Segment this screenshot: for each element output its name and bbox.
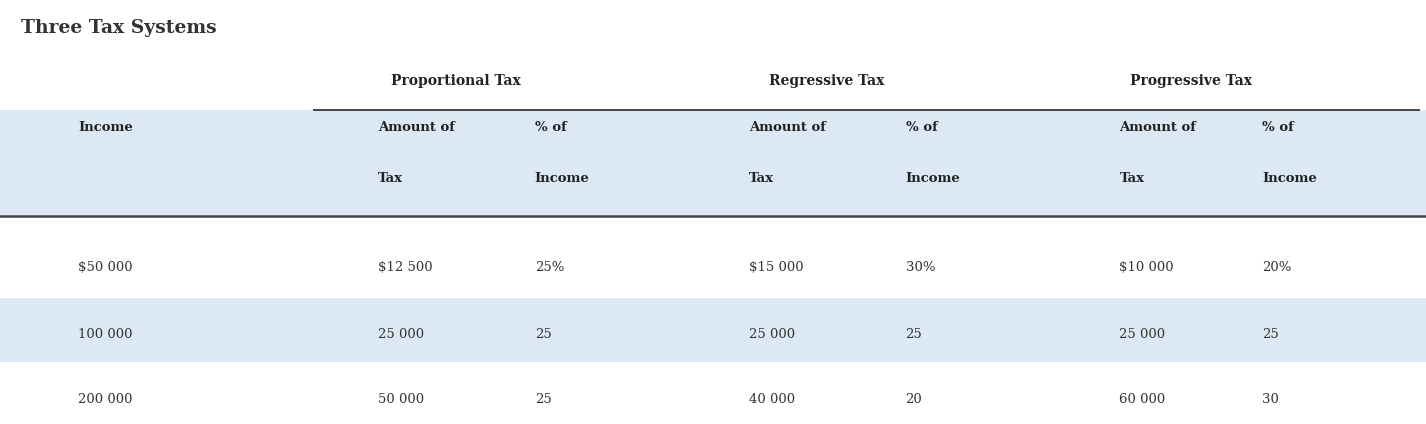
Text: Amount of: Amount of xyxy=(749,121,826,134)
Text: 25 000: 25 000 xyxy=(378,329,424,341)
Text: 100 000: 100 000 xyxy=(78,329,133,341)
Text: Amount of: Amount of xyxy=(378,121,455,134)
Text: 25 000: 25 000 xyxy=(749,329,794,341)
Text: Tax: Tax xyxy=(378,172,404,184)
Text: 25: 25 xyxy=(535,393,552,406)
Text: 200 000: 200 000 xyxy=(78,393,133,406)
Text: 20%: 20% xyxy=(1262,261,1292,273)
Bar xyxy=(0,298,1426,365)
Text: % of: % of xyxy=(906,121,937,134)
Text: 50 000: 50 000 xyxy=(378,393,424,406)
Text: $50 000: $50 000 xyxy=(78,261,133,273)
Text: 60 000: 60 000 xyxy=(1119,393,1165,406)
Text: 20: 20 xyxy=(906,393,923,406)
Text: 25: 25 xyxy=(535,329,552,341)
Bar xyxy=(0,362,1426,424)
Text: Income: Income xyxy=(1262,172,1316,184)
Bar xyxy=(0,110,1426,216)
Text: Income: Income xyxy=(78,121,133,134)
Text: $10 000: $10 000 xyxy=(1119,261,1174,273)
Text: 30: 30 xyxy=(1262,393,1279,406)
Text: $15 000: $15 000 xyxy=(749,261,803,273)
Bar xyxy=(0,230,1426,298)
Text: $12 500: $12 500 xyxy=(378,261,432,273)
Text: Income: Income xyxy=(535,172,589,184)
Text: 25%: 25% xyxy=(535,261,565,273)
Text: Tax: Tax xyxy=(1119,172,1145,184)
Text: Income: Income xyxy=(906,172,960,184)
Text: Regressive Tax: Regressive Tax xyxy=(770,73,884,88)
Text: Tax: Tax xyxy=(749,172,774,184)
Text: % of: % of xyxy=(535,121,566,134)
Text: Amount of: Amount of xyxy=(1119,121,1196,134)
Text: 25 000: 25 000 xyxy=(1119,329,1165,341)
Text: 25: 25 xyxy=(1262,329,1279,341)
Text: 30%: 30% xyxy=(906,261,935,273)
Text: Proportional Tax: Proportional Tax xyxy=(392,73,520,88)
Text: Progressive Tax: Progressive Tax xyxy=(1129,73,1252,88)
Text: Three Tax Systems: Three Tax Systems xyxy=(21,19,217,37)
Text: 25: 25 xyxy=(906,329,923,341)
Text: 40 000: 40 000 xyxy=(749,393,794,406)
Text: % of: % of xyxy=(1262,121,1293,134)
